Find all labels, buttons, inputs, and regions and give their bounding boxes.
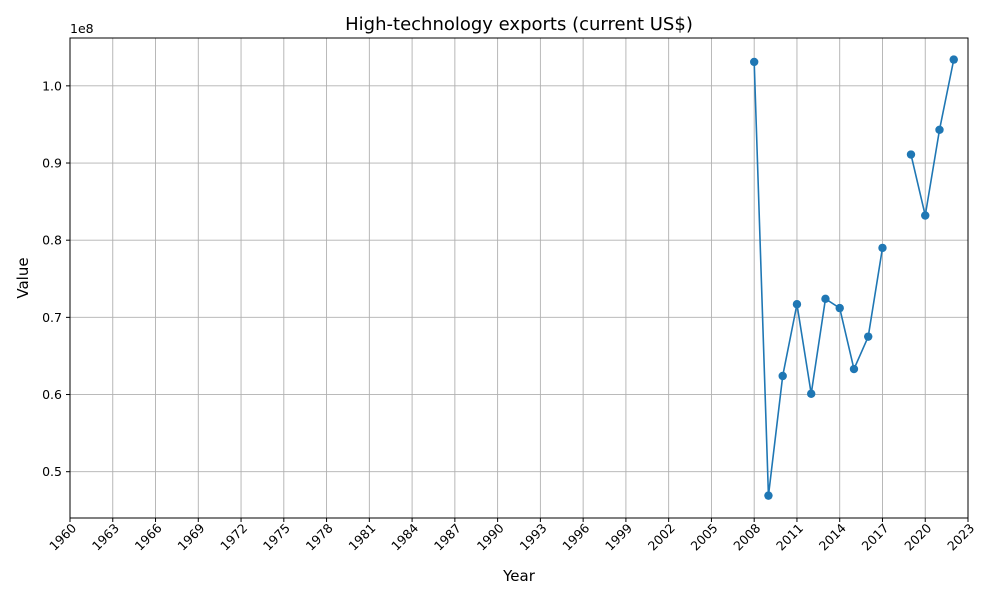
series-line bbox=[753, 61, 884, 496]
series-layer bbox=[749, 55, 958, 500]
data-point bbox=[821, 294, 830, 304]
x-tick-label: 1993 bbox=[516, 520, 549, 553]
plot-frame bbox=[69, 37, 969, 519]
x-tick-label: 1975 bbox=[260, 520, 293, 553]
y-tick-label: 0.7 bbox=[42, 310, 62, 325]
x-tick-label: 1963 bbox=[89, 520, 122, 553]
x-tick-label: 2017 bbox=[859, 520, 892, 553]
x-tick-label: 1981 bbox=[345, 520, 378, 553]
y-tick-label: 0.6 bbox=[42, 387, 62, 402]
data-point bbox=[849, 364, 859, 374]
x-tick-label: 1987 bbox=[431, 520, 464, 553]
x-tick-label: 2008 bbox=[730, 520, 763, 553]
data-point bbox=[792, 300, 802, 309]
data-point bbox=[807, 389, 816, 398]
chart-title: High-technology exports (current US$) bbox=[345, 14, 693, 35]
x-tick-label: 2011 bbox=[773, 520, 806, 553]
data-point bbox=[935, 125, 944, 135]
y-axis-label: Value bbox=[14, 257, 32, 298]
y-axis-ticks: 0.5 0.6 0.7 0.8 0.9 1.0 bbox=[42, 78, 70, 479]
x-axis-label: Year bbox=[502, 567, 536, 585]
data-point bbox=[949, 55, 958, 64]
data-point bbox=[878, 243, 887, 253]
data-point bbox=[864, 332, 873, 341]
x-tick-label: 1966 bbox=[132, 520, 165, 553]
y-tick-label: 0.9 bbox=[42, 156, 62, 171]
series-line bbox=[910, 59, 955, 216]
x-tick-label: 2005 bbox=[688, 520, 721, 553]
x-tick-label: 1969 bbox=[174, 520, 207, 553]
x-tick-label: 2014 bbox=[816, 520, 849, 553]
data-point bbox=[749, 57, 759, 67]
data-point bbox=[764, 491, 773, 500]
x-axis-ticks: 1960 1963 1966 1969 1972 1975 1978 1981 1984 1987… bbox=[46, 518, 977, 554]
x-tick-label: 1999 bbox=[602, 520, 635, 553]
y-axis-offset-label: 1e8 bbox=[70, 21, 94, 36]
data-point bbox=[835, 303, 844, 313]
data-point bbox=[906, 150, 916, 159]
x-tick-label: 1990 bbox=[474, 520, 507, 553]
x-tick-label: 2020 bbox=[901, 520, 934, 553]
x-tick-label: 2002 bbox=[645, 520, 678, 553]
x-tick-label: 1972 bbox=[217, 520, 250, 553]
grid bbox=[69, 38, 969, 518]
x-tick-label: 2023 bbox=[944, 520, 977, 553]
y-tick-label: 0.8 bbox=[42, 233, 62, 248]
x-tick-label: 1978 bbox=[303, 520, 336, 553]
data-point bbox=[778, 371, 787, 381]
x-tick-label: 1996 bbox=[559, 520, 592, 553]
y-tick-label: 0.5 bbox=[42, 464, 62, 479]
data-point bbox=[921, 211, 930, 220]
x-tick-label: 1960 bbox=[46, 520, 79, 553]
x-tick-label: 1984 bbox=[388, 520, 421, 553]
y-tick-label: 1.0 bbox=[42, 78, 62, 93]
